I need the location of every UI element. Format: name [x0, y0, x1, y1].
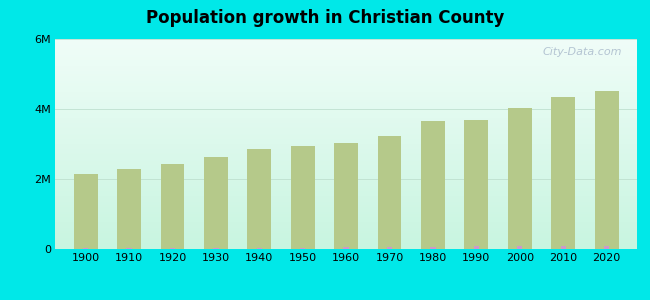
Text: City-Data.com: City-Data.com — [543, 47, 623, 57]
Bar — [73, 174, 98, 249]
Bar — [387, 247, 392, 249]
Bar — [291, 146, 315, 249]
Bar — [604, 246, 609, 249]
Bar — [517, 247, 523, 249]
Text: Population growth in Christian County: Population growth in Christian County — [146, 9, 504, 27]
Bar — [204, 158, 227, 249]
Bar — [551, 97, 575, 249]
Bar — [334, 143, 358, 249]
Bar — [83, 248, 88, 249]
Bar — [474, 247, 479, 249]
Bar — [430, 247, 436, 249]
Bar — [378, 136, 402, 249]
Bar — [300, 248, 306, 249]
Bar — [508, 107, 532, 249]
Bar — [170, 248, 175, 249]
Bar — [595, 91, 619, 249]
Bar — [161, 164, 185, 249]
Bar — [117, 169, 141, 249]
Bar — [560, 246, 566, 249]
Bar — [465, 120, 488, 249]
Bar — [343, 247, 349, 249]
Bar — [248, 149, 271, 249]
Bar — [257, 248, 262, 249]
Bar — [421, 121, 445, 249]
Bar — [127, 248, 132, 249]
Bar — [213, 248, 218, 249]
